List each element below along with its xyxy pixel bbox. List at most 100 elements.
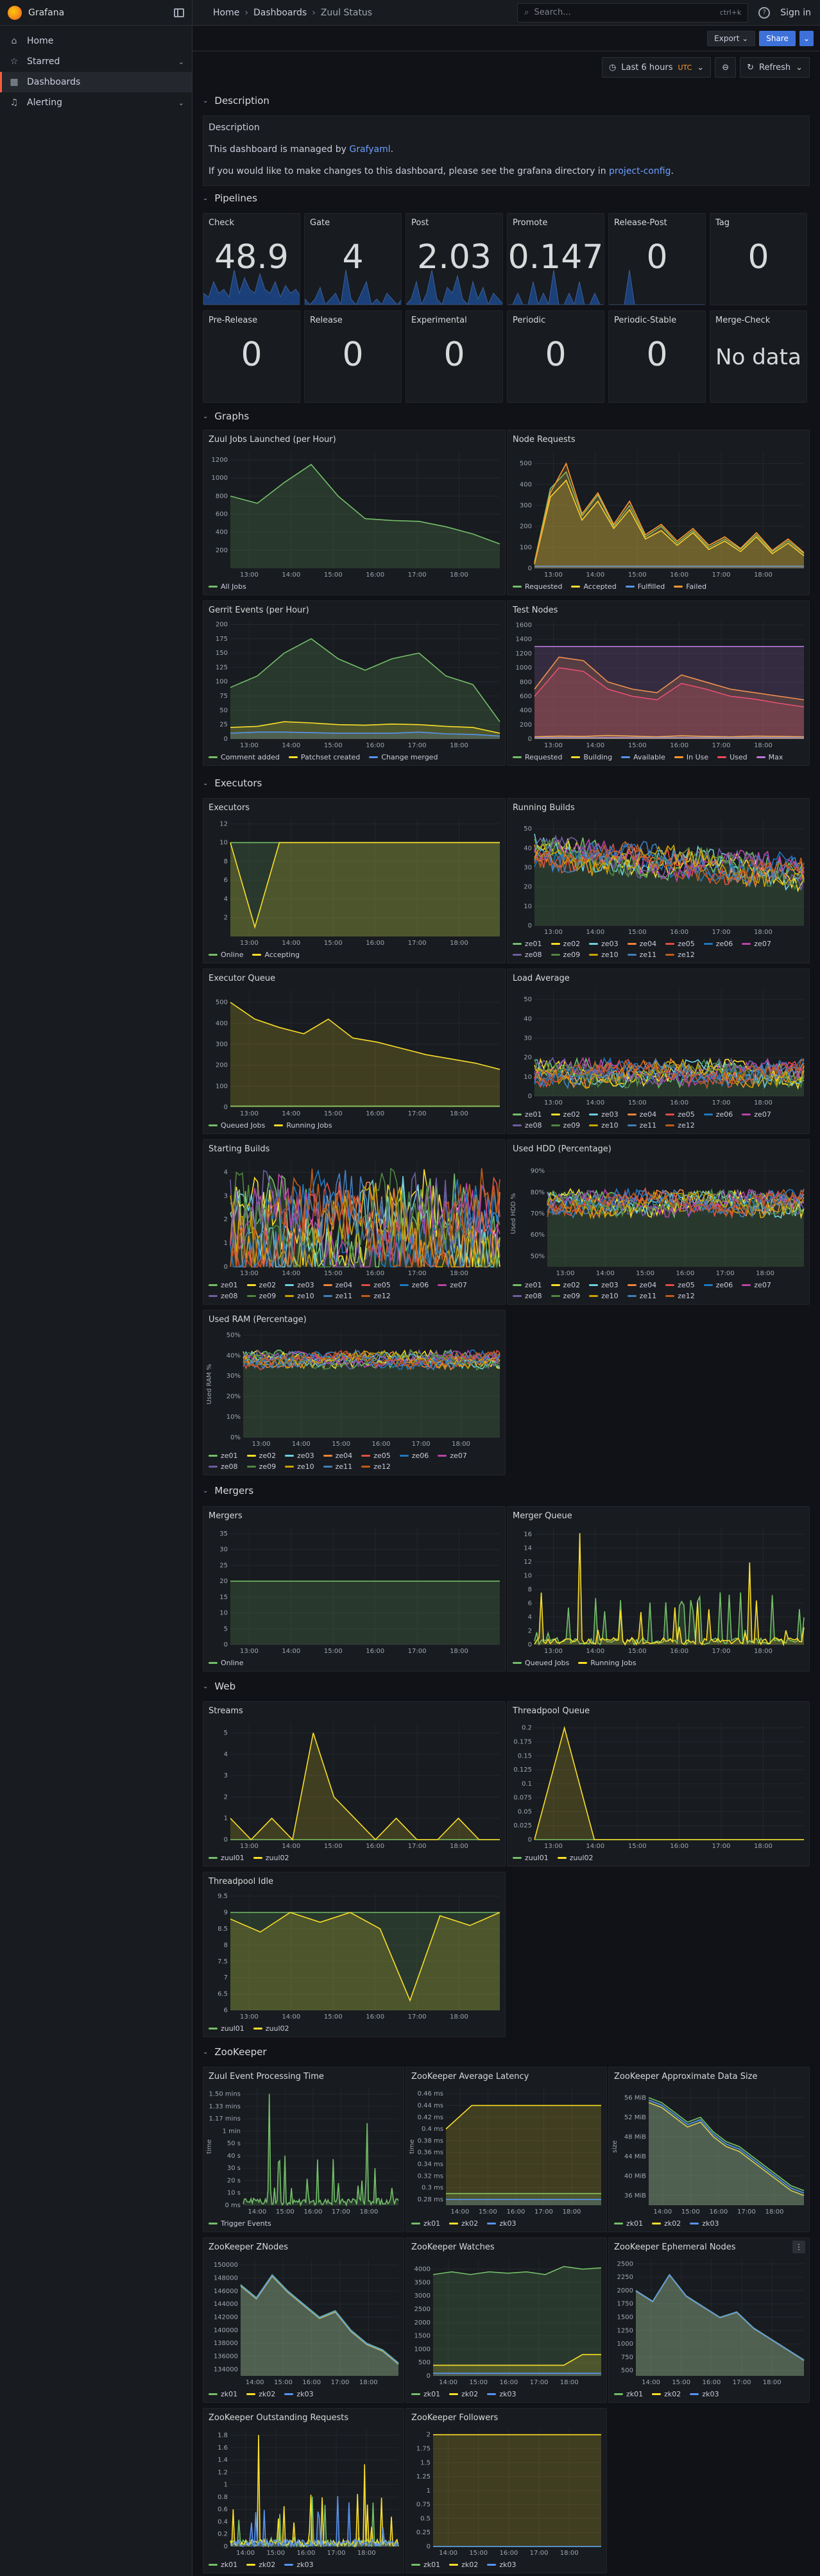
legend-item-zuul02[interactable]: zuul02 (253, 1852, 289, 1863)
panel-zk-znodes[interactable]: ZooKeeper ZNodes 134000 136000 138000 140000… (203, 2237, 404, 2403)
legend-item-change-merged[interactable]: Change merged (369, 752, 438, 763)
legend-item-ze02[interactable]: ze02 (551, 1109, 580, 1120)
panel-streams[interactable]: Streams 0 1 2 3 4 5 13:00 14:00 15:00 16:00 17:00 18… (203, 1701, 506, 1867)
legend-item-ze01[interactable]: ze01 (513, 1109, 542, 1120)
panel-menu-icon[interactable]: ⋮ (792, 2241, 805, 2253)
panel-zk-ephemeral[interactable]: ZooKeeper Ephemeral Nodes ⋮ 500 750 1000 1250… (608, 2237, 810, 2403)
legend-item-zk02[interactable]: zk02 (652, 2218, 681, 2229)
search-input[interactable]: ⌕ Search... ctrl+k (517, 3, 749, 22)
legend-item-ze10[interactable]: ze10 (589, 1120, 619, 1131)
legend-item-ze12[interactable]: ze12 (361, 1461, 391, 1472)
legend-item-ze12[interactable]: ze12 (361, 1291, 391, 1301)
legend-item-ze09[interactable]: ze09 (551, 949, 580, 960)
stat-panel-release-post[interactable]: Release-Post 0 (608, 213, 706, 305)
panel-zk-latency[interactable]: ZooKeeper Average Latency 0.28 ms 0.3 ms 0.… (406, 2067, 607, 2232)
chevron-down-icon[interactable]: ⌄ (178, 57, 184, 66)
legend-item-used[interactable]: Used (717, 752, 747, 763)
legend-item-ze04[interactable]: ze04 (627, 1109, 656, 1120)
legend-item-ze10[interactable]: ze10 (285, 1461, 314, 1472)
sidebar-item-alerting[interactable]: ♫ Alerting ⌄ (0, 92, 192, 113)
legend-item-zk01[interactable]: zk01 (209, 2559, 237, 2570)
legend-item-zk01[interactable]: zk01 (411, 2218, 440, 2229)
stat-panel-promote[interactable]: Promote 0.147 (507, 213, 604, 305)
legend-item-ze09[interactable]: ze09 (551, 1120, 580, 1131)
chevron-down-icon[interactable]: ⌄ (178, 98, 184, 107)
panel-mergers[interactable]: Mergers 0 5 10 15 20 25 30 35 13:00 14:00 15:00 16:0… (203, 1506, 506, 1672)
panel-node-requests[interactable]: Node Requests 0 100 200 300 400 500 13:00 14:00 1… (507, 430, 810, 595)
panel-threadpool-queue[interactable]: Threadpool Queue 0 0.025 0.05 0.075 0.1 0.125 0… (507, 1701, 810, 1867)
row-pipelines[interactable]: ⌄ Pipelines (203, 192, 257, 204)
sidebar-item-starred[interactable]: ☆ Starred ⌄ (0, 51, 192, 72)
legend-item-ze04[interactable]: ze04 (323, 1280, 352, 1291)
stat-panel-periodic[interactable]: Periodic 0 (507, 310, 604, 403)
legend-item-fulfilled[interactable]: Fulfilled (625, 581, 665, 592)
panel-load-average[interactable]: Load Average 0 10 20 30 40 50 13:00 14:00 15:00 16… (507, 969, 810, 1134)
legend-item-ze11[interactable]: ze11 (627, 1291, 656, 1301)
legend-item-ze09[interactable]: ze09 (246, 1291, 276, 1301)
legend-item-running-jobs[interactable]: Running Jobs (578, 1657, 636, 1668)
legend-item-ze09[interactable]: ze09 (246, 1461, 276, 1472)
breadcrumb-home[interactable]: Home (213, 7, 240, 18)
legend-item-zk01[interactable]: zk01 (614, 2218, 643, 2229)
legend-item-ze06[interactable]: ze06 (399, 1450, 429, 1461)
legend-item-zuul02[interactable]: zuul02 (253, 2023, 289, 2034)
legend-item-ze10[interactable]: ze10 (589, 1291, 619, 1301)
export-button[interactable]: Export ⌄ (707, 30, 756, 46)
legend-item-max[interactable]: Max (756, 752, 783, 763)
legend-item-zk03[interactable]: zk03 (487, 2389, 516, 2400)
legend-item-zuul02[interactable]: zuul02 (557, 1852, 594, 1863)
legend-item-ze11[interactable]: ze11 (323, 1461, 352, 1472)
legend-item-zuul01[interactable]: zuul01 (209, 1852, 244, 1863)
row-graphs[interactable]: ⌄ Graphs (203, 411, 249, 422)
legend-item-requested[interactable]: Requested (513, 581, 562, 592)
legend-item-ze01[interactable]: ze01 (209, 1280, 238, 1291)
panel-zk-followers[interactable]: ZooKeeper Followers 0 0.25 0.5 0.75 1 1.25 1.5 1… (406, 2408, 607, 2573)
row-zookeeper[interactable]: ⌄ ZooKeeper (203, 2046, 266, 2058)
sidebar-item-dashboards[interactable]: ▦ Dashboards (0, 72, 192, 92)
legend-item-ze03[interactable]: ze03 (589, 1280, 619, 1291)
legend-item-ze12[interactable]: ze12 (665, 1120, 695, 1131)
legend-item-zk02[interactable]: zk02 (246, 2559, 275, 2570)
legend-item-accepting[interactable]: Accepting (252, 949, 300, 960)
legend-item-ze04[interactable]: ze04 (323, 1450, 352, 1461)
breadcrumb-dashboards[interactable]: Dashboards (253, 7, 307, 18)
legend-item-ze01[interactable]: ze01 (209, 1450, 238, 1461)
legend-item-ze02[interactable]: ze02 (246, 1450, 276, 1461)
legend-item-zuul01[interactable]: zuul01 (513, 1852, 549, 1863)
legend-item-ze06[interactable]: ze06 (703, 938, 733, 949)
row-description[interactable]: ⌄ Description (203, 95, 269, 106)
legend-item-ze07[interactable]: ze07 (742, 938, 771, 949)
legend-item-queued-jobs[interactable]: Queued Jobs (513, 1657, 569, 1668)
legend-item-trigger-events[interactable]: Trigger Events (209, 2218, 271, 2229)
legend-item-failed[interactable]: Failed (674, 581, 706, 592)
legend-item-online[interactable]: Online (209, 949, 243, 960)
legend-item-ze02[interactable]: ze02 (246, 1280, 276, 1291)
legend-item-ze06[interactable]: ze06 (399, 1280, 429, 1291)
panel-zuul-jobs[interactable]: Zuul Jobs Launched (per Hour) 200 400 600 80… (203, 430, 506, 595)
legend-item-zk03[interactable]: zk03 (487, 2559, 516, 2570)
panel-zk-data-size[interactable]: ZooKeeper Approximate Data Size 36 MiB 40 … (608, 2067, 810, 2232)
legend-item-zk03[interactable]: zk03 (690, 2389, 719, 2400)
legend-item-ze05[interactable]: ze05 (361, 1450, 391, 1461)
panel-starting-builds[interactable]: Starting Builds 0 1 2 3 4 13:00 14:00 15:00 16:00… (203, 1139, 506, 1305)
stat-panel-tag[interactable]: Tag 0 (710, 213, 807, 305)
legend-item-ze05[interactable]: ze05 (361, 1280, 391, 1291)
panel-running-builds[interactable]: Running Builds 0 10 20 30 40 50 13:00 14:00 15:00… (507, 798, 810, 963)
panel-zk-event[interactable]: Zuul Event Processing Time 0 ms 10 s 20 s 30… (203, 2067, 404, 2232)
stat-panel-merge-check[interactable]: Merge-Check No data (710, 310, 807, 403)
stat-panel-periodic-stable[interactable]: Periodic-Stable 0 (608, 310, 706, 403)
legend-item-zk02[interactable]: zk02 (246, 2389, 275, 2400)
sidebar-item-home[interactable]: ⌂ Home (0, 31, 192, 51)
legend-item-ze08[interactable]: ze08 (513, 949, 542, 960)
legend-item-ze12[interactable]: ze12 (665, 1291, 695, 1301)
legend-item-ze01[interactable]: ze01 (513, 938, 542, 949)
legend-item-ze09[interactable]: ze09 (551, 1291, 580, 1301)
project-config-link[interactable]: project-config (609, 166, 671, 176)
legend-item-ze02[interactable]: ze02 (551, 938, 580, 949)
legend-item-ze03[interactable]: ze03 (285, 1450, 314, 1461)
panel-zk-outstanding[interactable]: ZooKeeper Outstanding Requests 0 0.2 0.4 0.6… (203, 2408, 404, 2573)
panel-executor-queue[interactable]: Executor Queue 0 100 200 300 400 500 13:00 14:00… (203, 969, 506, 1134)
row-web[interactable]: ⌄ Web (203, 1681, 235, 1692)
legend-item-zk02[interactable]: zk02 (449, 2559, 478, 2570)
help-icon[interactable]: ? (758, 6, 771, 19)
